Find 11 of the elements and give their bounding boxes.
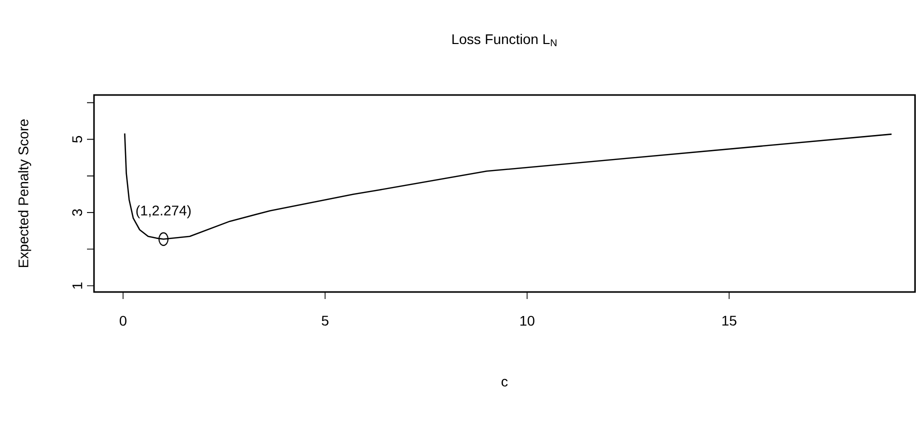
x-axis-title: c [502,378,508,387]
x-tick-label: 5 [322,316,328,326]
y-tick-label: 1 [72,282,82,289]
y-tick-label: 5 [72,136,82,143]
x-tick-label: 0 [120,316,126,326]
y-tick-label: 3 [72,209,82,216]
x-tick-label: 15 [722,316,736,326]
x-tick-label: 10 [520,316,534,326]
annotation: (1,2.274) [136,205,191,218]
chart-title: Loss Function L$_{N}$ [452,34,556,46]
y-axis-title: Expected Penalty Score [18,119,32,268]
